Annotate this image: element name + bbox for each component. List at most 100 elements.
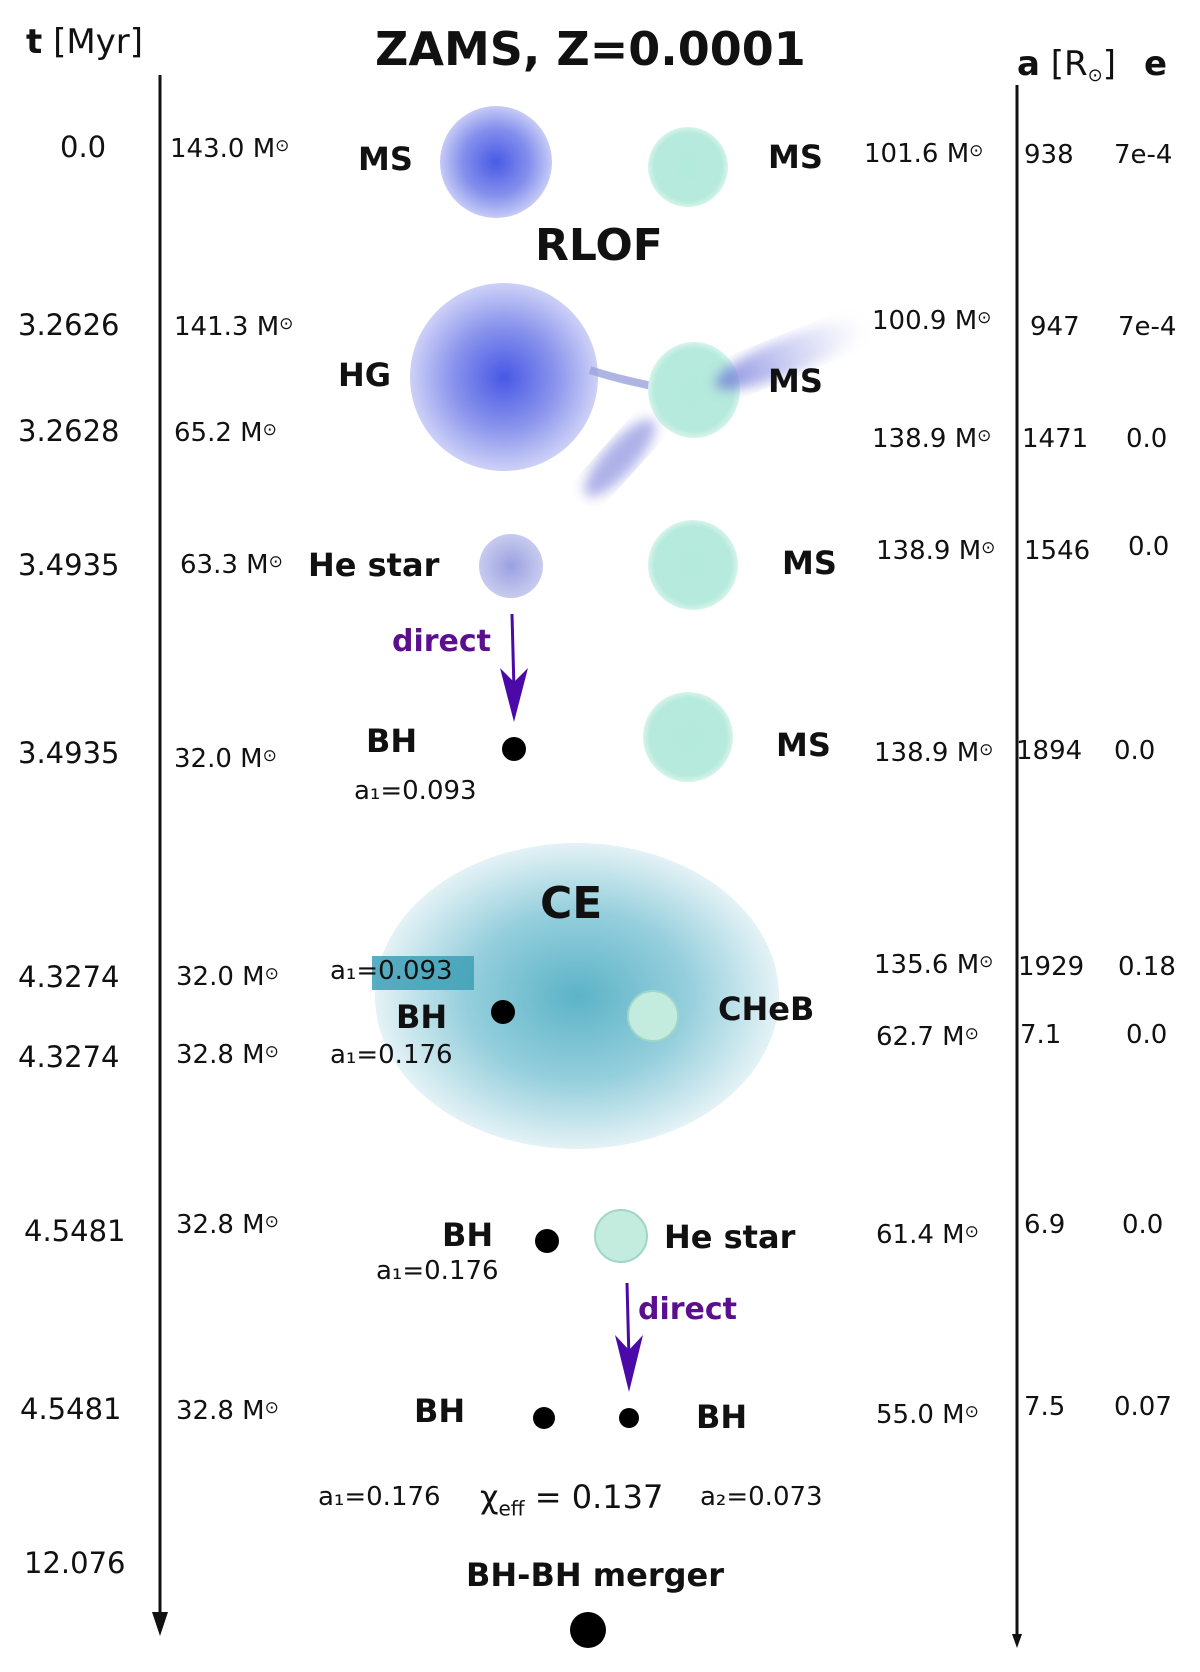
companion-stage-label: He star (664, 1218, 796, 1256)
separation-label: a (1017, 44, 1040, 84)
companion-stage-label: MS (768, 138, 823, 176)
bh-spin: a₁=0.176 (376, 1256, 499, 1286)
separation-value: 1471 (1022, 424, 1089, 454)
chi-value: = 0.137 (524, 1478, 664, 1516)
primary-stage-label: BH (414, 1392, 466, 1430)
separation-value: 938 (1024, 140, 1074, 170)
eccentricity-value: 0.0 (1126, 1020, 1168, 1050)
direct-collapse-arrow-2 (625, 1282, 631, 1361)
companion-cheb-core (627, 990, 679, 1042)
eccentricity-value: 0.18 (1118, 952, 1176, 982)
eccentricity-label: e (1144, 44, 1168, 84)
direct-collapse-arrow-1 (510, 613, 516, 691)
time-value: 3.4935 (18, 736, 120, 770)
black-hole-in-ce (491, 1000, 515, 1024)
time-axis-header: t [Myr] (26, 22, 143, 62)
primary-mass: 32.8 M⊙ (176, 1210, 279, 1240)
outflow-wisp-lower (584, 419, 656, 497)
separation-value: 1546 (1024, 536, 1091, 566)
common-envelope (375, 843, 779, 1149)
primary-mass: 32.0 M⊙ (174, 744, 277, 774)
time-value: 4.3274 (18, 960, 120, 994)
eccentricity-value: 7e-4 (1118, 312, 1177, 342)
companion-mass: 61.4 M⊙ (876, 1220, 979, 1250)
companion-star-ms-accreting (648, 342, 740, 438)
primary-mass: 32.0 M⊙ (176, 962, 279, 992)
primary-stage-label: He star (308, 546, 440, 584)
separation-value: 947 (1030, 312, 1080, 342)
separation-value: 7.1 (1020, 1020, 1062, 1050)
separation-unit-close: ] (1102, 44, 1117, 84)
companion-star-ms (648, 127, 728, 207)
primary-mass: 141.3 M⊙ (174, 312, 294, 342)
black-hole-2 (535, 1229, 559, 1253)
time-value: 3.2628 (18, 414, 120, 448)
sun-symbol: ⊙ (1087, 65, 1103, 86)
primary-mass: 32.8 M⊙ (176, 1396, 279, 1426)
companion-mass: 138.9 M⊙ (872, 424, 992, 454)
chi-subscript: eff (498, 1496, 525, 1521)
time-value: 4.5481 (24, 1214, 126, 1248)
separation-unit-open: [R (1050, 44, 1088, 84)
bh-spin: a₁=0.093 (354, 776, 477, 806)
direct-collapse-arrowhead-1 (500, 668, 528, 722)
primary-star-hg (410, 283, 598, 471)
primary-mass: 32.8 M⊙ (176, 1040, 279, 1070)
primary-stage-label: HG (338, 356, 392, 394)
time-value: 4.5481 (20, 1392, 122, 1426)
companion-stage-label: MS (776, 726, 831, 764)
time-value: 3.2626 (18, 308, 120, 342)
primary-star-ms (440, 106, 552, 218)
companion-star-ms-2 (648, 520, 738, 610)
separation-value: 1929 (1018, 952, 1085, 982)
eccentricity-value: 0.0 (1122, 1210, 1164, 1240)
black-hole-4 (619, 1408, 639, 1428)
merged-black-hole (570, 1612, 606, 1648)
direct-collapse-arrowhead-2 (615, 1335, 643, 1392)
rlof-label: RLOF (535, 220, 663, 271)
time-label: t (26, 22, 43, 62)
chi-symbol: χ (480, 1478, 499, 1516)
time-axis-arrowhead (152, 1612, 168, 1636)
eccentricity-header: e (1144, 44, 1167, 84)
companion-mass: 135.6 M⊙ (874, 950, 994, 980)
separation-header: a [R⊙] (1017, 44, 1116, 86)
primary-mass: 143.0 M⊙ (170, 134, 290, 164)
companion-mass: 138.9 M⊙ (876, 536, 996, 566)
primary-stage-label: BH (396, 998, 448, 1036)
separation-value: 6.9 (1024, 1210, 1066, 1240)
direct-collapse-label: direct (638, 1292, 738, 1327)
primary-mass: 63.3 M⊙ (180, 550, 283, 580)
separation-value: 1894 (1016, 736, 1083, 766)
primary-stage-label: BH (366, 722, 418, 760)
diagram-title: ZAMS, Z=0.0001 (375, 22, 806, 76)
companion-star-ms-3 (643, 692, 733, 782)
primary-stage-label: BH (442, 1216, 494, 1254)
black-hole-3 (533, 1407, 555, 1429)
companion-stage-label: BH (696, 1398, 748, 1436)
time-unit: [Myr] (53, 22, 144, 62)
companion-mass: 55.0 M⊙ (876, 1400, 979, 1430)
eccentricity-value: 0.0 (1128, 532, 1170, 562)
bh-spin: a₁=0.176 (330, 1040, 453, 1070)
companion-he-star (594, 1209, 648, 1263)
merger-time: 12.076 (24, 1546, 126, 1580)
effective-spin: χeff = 0.137 (480, 1478, 663, 1520)
companion-stage-label: CHeB (718, 990, 815, 1028)
companion-mass: 101.6 M⊙ (864, 139, 984, 169)
bh-spin: a₁=0.093 (330, 956, 453, 986)
eccentricity-value: 0.0 (1126, 424, 1168, 454)
primary-mass: 65.2 M⊙ (174, 418, 277, 448)
separation-value: 7.5 (1024, 1392, 1066, 1422)
separation-axis-arrowhead (1012, 1634, 1022, 1648)
eccentricity-value: 0.0 (1114, 736, 1156, 766)
black-hole-1 (502, 737, 526, 761)
companion-stage-label: MS (768, 362, 823, 400)
final-spin-primary: a₁=0.176 (318, 1482, 441, 1512)
time-value: 4.3274 (18, 1040, 120, 1074)
merger-label: BH-BH merger (466, 1556, 724, 1594)
ce-label: CE (540, 878, 603, 929)
eccentricity-value: 7e-4 (1114, 140, 1173, 170)
eccentricity-value: 0.07 (1114, 1392, 1172, 1422)
